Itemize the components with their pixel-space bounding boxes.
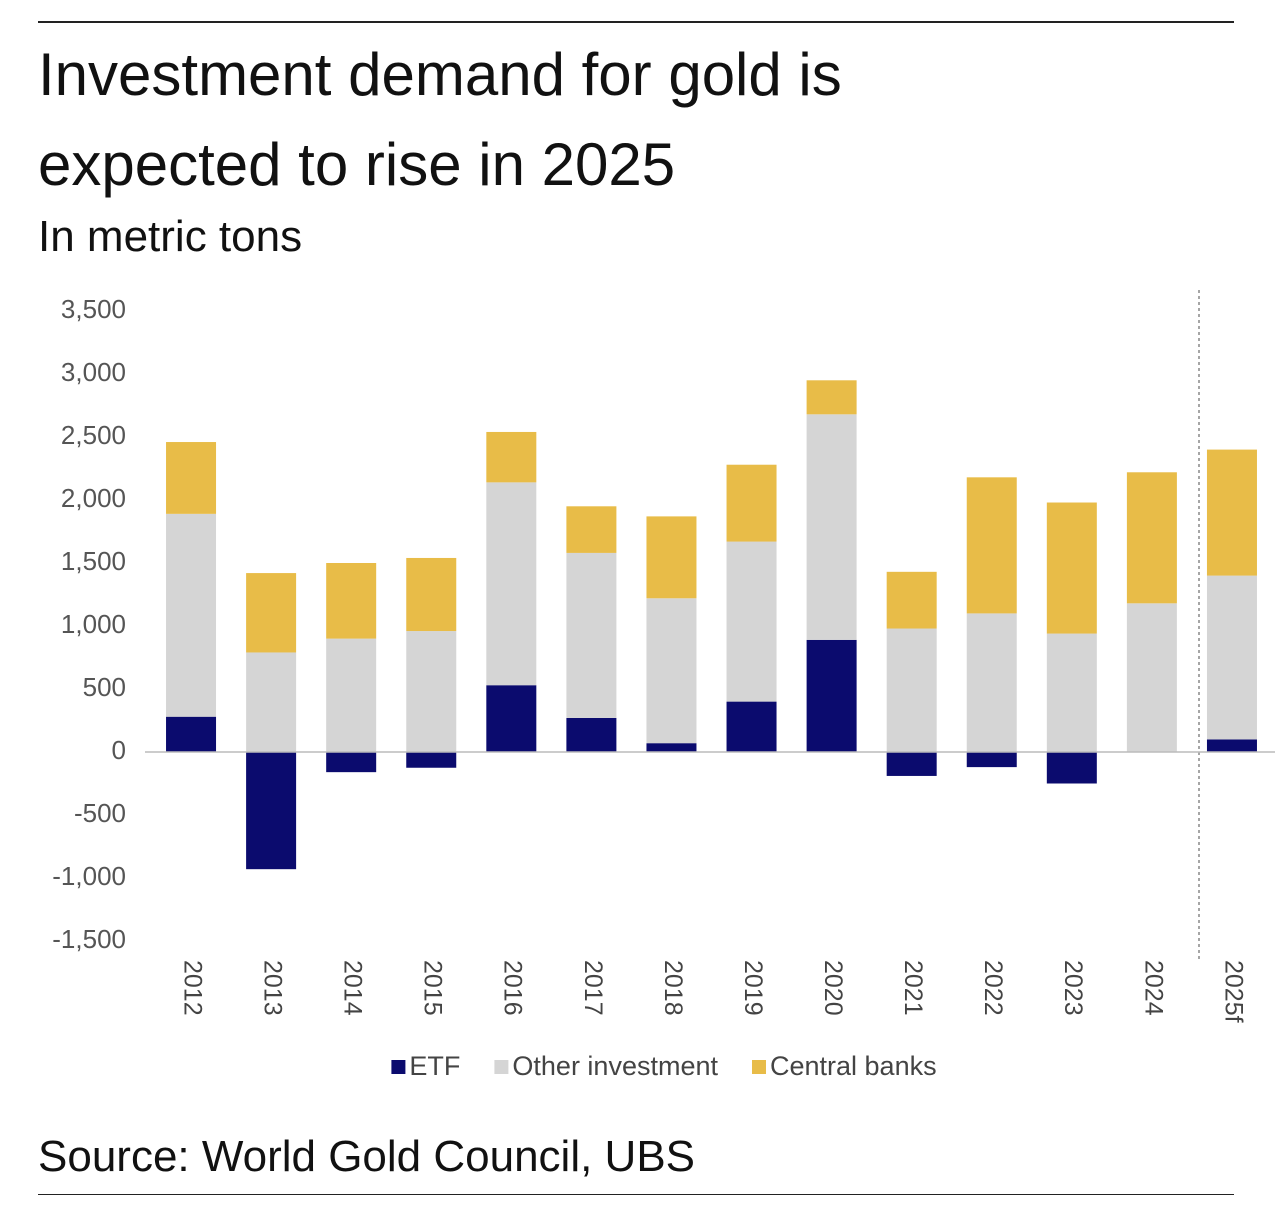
bar-segment: [1206, 449, 1257, 576]
x-tick-label: 2013: [258, 960, 286, 1016]
legend-label: Central banks: [770, 1051, 937, 1081]
bar-segment: [166, 442, 217, 514]
bar-segment: [1126, 603, 1177, 752]
bar-segment: [726, 541, 777, 702]
bar-segment: [326, 638, 377, 752]
bar-segment: [406, 631, 457, 752]
bar-segment: [1046, 633, 1097, 752]
x-tick-label: 2014: [339, 960, 367, 1016]
bar-segment: [486, 482, 537, 686]
bar-segment: [246, 652, 297, 752]
legend-swatch: [494, 1060, 509, 1074]
bar-segment: [1206, 575, 1257, 740]
x-tick-label: 2017: [579, 960, 607, 1016]
bar-segment: [886, 628, 937, 752]
bar-segment: [966, 613, 1017, 752]
y-tick-label: -1,000: [52, 861, 126, 891]
bar-segment: [726, 701, 777, 752]
bar-segment: [1046, 752, 1097, 784]
bar-segment: [406, 557, 457, 632]
y-tick-label: 2,500: [61, 420, 126, 450]
bar-segment: [566, 717, 617, 752]
chart-title: Investment demand for gold is expected t…: [38, 41, 842, 198]
bar-segment: [406, 752, 457, 768]
y-tick-label: -500: [74, 798, 126, 828]
bar-segment: [886, 752, 937, 776]
x-tick-label: 2024: [1139, 960, 1167, 1016]
y-tick-label: 2,000: [61, 483, 126, 513]
bar-segment: [806, 414, 857, 640]
x-tick-label: 2020: [819, 960, 847, 1016]
y-tick-label: 1,500: [61, 546, 126, 576]
y-tick-label: 500: [83, 672, 126, 702]
bar-segment: [566, 552, 617, 718]
bar-segment: [326, 752, 377, 773]
bar-segment: [726, 464, 777, 542]
bar-segment: [966, 477, 1017, 614]
top-rule: [38, 21, 1234, 23]
bar-segment: [566, 506, 617, 553]
legend-swatch: [391, 1060, 406, 1074]
x-tick-label: 2023: [1059, 960, 1087, 1016]
bar-segment: [646, 743, 697, 752]
y-tick-label: 0: [112, 735, 126, 765]
bar-segment: [966, 752, 1017, 768]
legend-label: Other investment: [512, 1051, 718, 1081]
x-tick-label: 2021: [899, 960, 927, 1016]
y-tick-label: 3,500: [61, 294, 126, 324]
x-tick-label: 2012: [178, 960, 206, 1016]
x-tick-label: 2018: [659, 960, 687, 1016]
legend-swatch: [752, 1060, 766, 1074]
bar-segment: [646, 598, 697, 744]
legend-label: ETF: [409, 1051, 460, 1081]
bar-segment: [326, 563, 377, 639]
bar-segment: [166, 513, 217, 717]
y-tick-label: -1,500: [52, 924, 126, 954]
bar-segment: [246, 752, 297, 870]
bottom-rule: [38, 1194, 1234, 1195]
x-tick-label: 2022: [979, 960, 1007, 1016]
bar-segment: [1046, 502, 1097, 634]
bar-segment: [886, 571, 937, 629]
bar-segment: [1126, 472, 1177, 604]
bar-segment: [806, 639, 857, 752]
bar-segment: [166, 716, 217, 752]
bar-segment: [806, 380, 857, 415]
x-tick-label: 2019: [739, 960, 767, 1016]
bar-segment: [486, 685, 537, 752]
x-tick-label: 2025f: [1219, 960, 1247, 1023]
y-tick-label: 1,000: [61, 609, 126, 639]
x-tick-label: 2015: [419, 960, 447, 1016]
x-tick-label: 2016: [499, 960, 527, 1016]
bar-segment: [1206, 739, 1257, 752]
bar-segment: [646, 516, 697, 599]
bar-segment: [486, 431, 537, 483]
bar-segment: [246, 573, 297, 653]
source: Source: World Gold Council, UBS: [38, 1132, 696, 1181]
chart-subtitle: In metric tons: [38, 212, 303, 261]
y-tick-label: 3,000: [61, 357, 126, 387]
